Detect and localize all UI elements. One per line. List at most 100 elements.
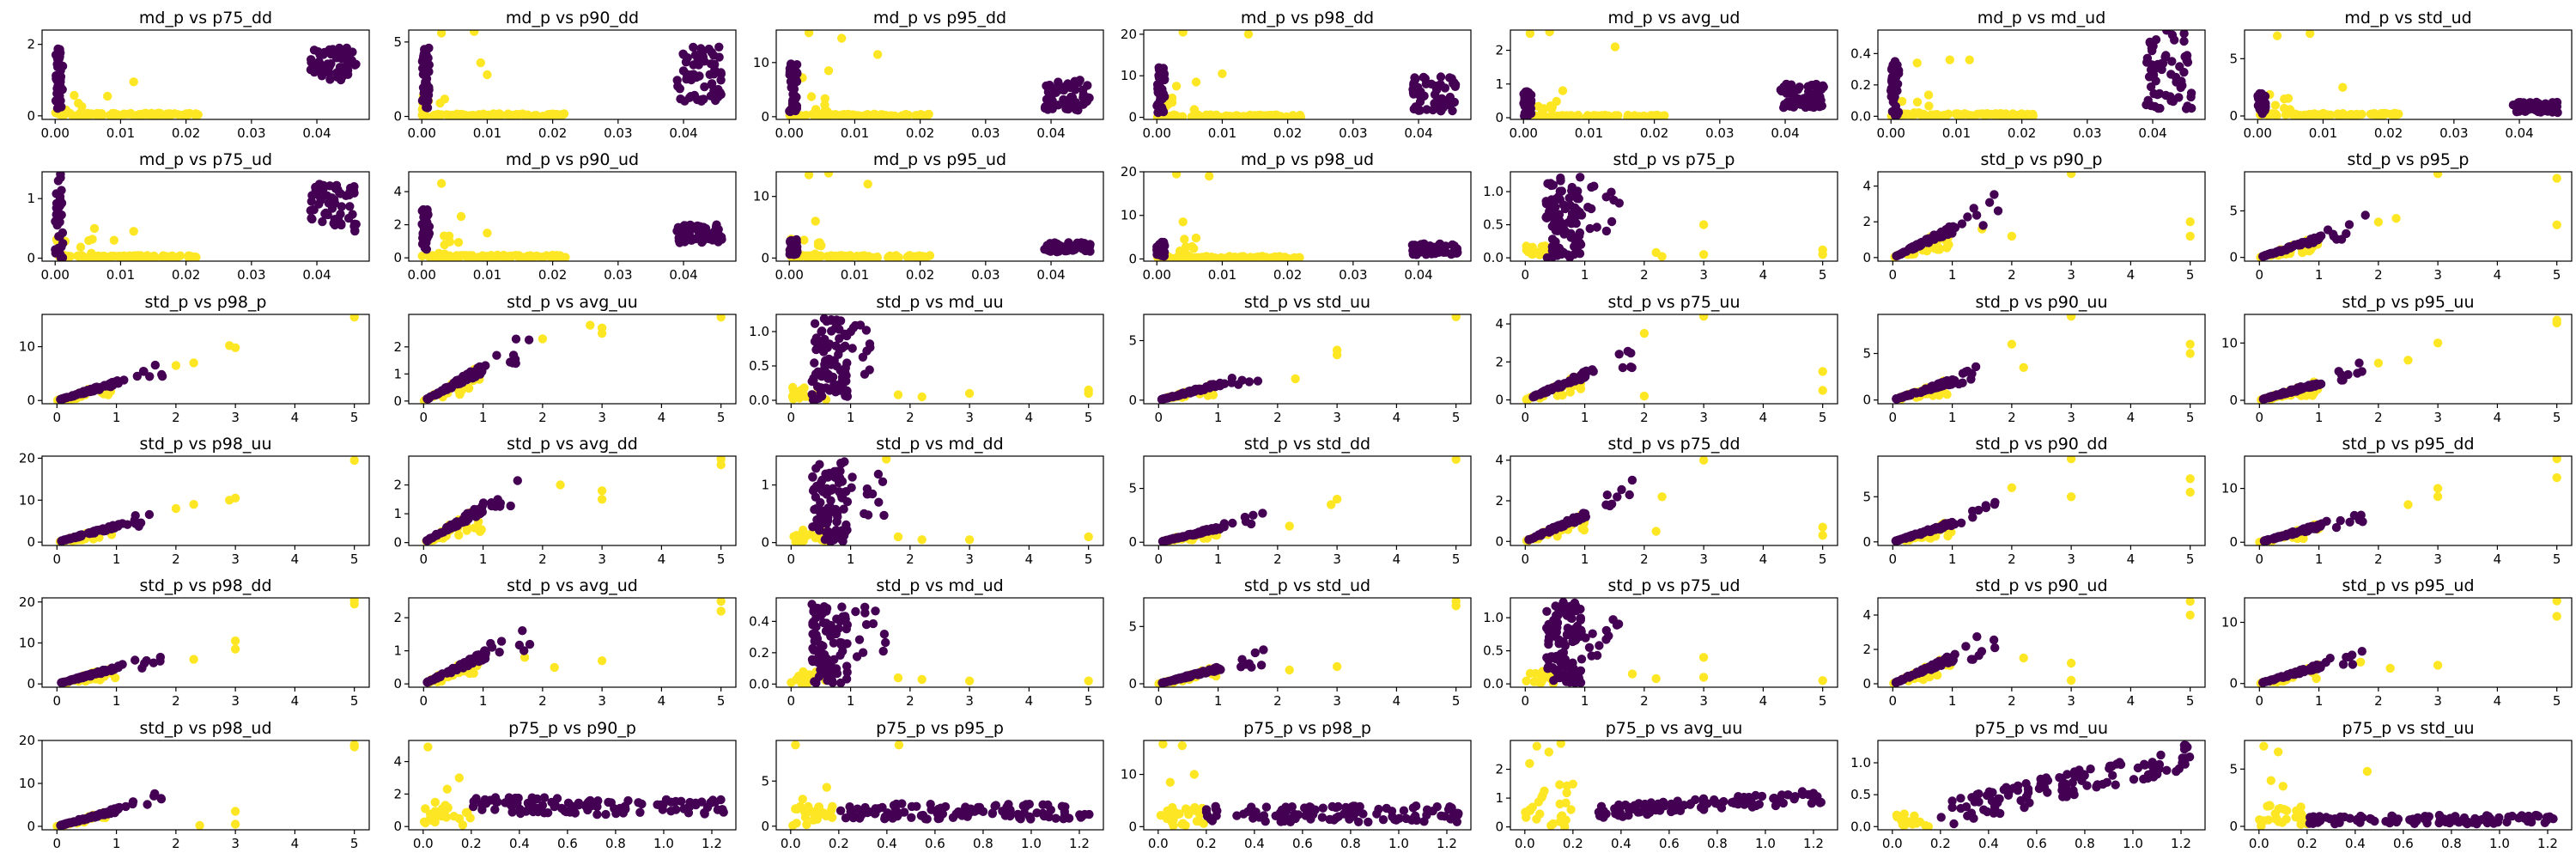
- y-tick-label: 0: [393, 109, 402, 125]
- scatter-panel: std_p vs std_uu0 1 2 3 4 505: [1128, 293, 1472, 425]
- scatter-panel: std_p vs p95_p0 1 2 3 4 505: [2229, 150, 2573, 283]
- data-point: [1807, 80, 1818, 90]
- x-tick-label: 1: [2315, 267, 2324, 283]
- data-point: [2345, 517, 2354, 527]
- data-point: [1414, 106, 1424, 115]
- data-point: [832, 517, 841, 527]
- data-point: [1915, 239, 1925, 249]
- data-point: [422, 210, 433, 220]
- panel-title: std_p vs avg_dd: [507, 435, 638, 454]
- data-point: [1893, 60, 1902, 70]
- panel-title: md_p vs avg_ud: [1608, 9, 1741, 27]
- y-tick-label: 0: [27, 251, 35, 266]
- data-point: [1818, 250, 1827, 259]
- data-point: [838, 493, 848, 503]
- data-point: [317, 185, 327, 194]
- data-point: [1968, 513, 1978, 522]
- y-tick-label: 1: [393, 643, 402, 659]
- scatter-panel: std_p vs p90_uu0 1 2 3 4 505: [1862, 293, 2206, 425]
- plot-frame: [408, 455, 737, 546]
- data-point: [2360, 210, 2370, 220]
- data-point: [189, 655, 198, 664]
- data-point: [1241, 517, 1251, 527]
- data-point: [806, 92, 817, 101]
- data-point: [2170, 35, 2179, 45]
- panel-title: std_p vs p98_dd: [139, 576, 271, 595]
- data-point: [1045, 88, 1054, 99]
- x-tick-label: 0.00: [408, 125, 436, 141]
- x-tick-label: 0: [53, 410, 62, 425]
- x-tick-label: 4: [658, 693, 666, 709]
- data-point: [1558, 86, 1568, 95]
- data-point: [874, 497, 884, 507]
- data-point: [2433, 338, 2443, 348]
- data-point: [1982, 110, 1991, 119]
- data-point: [2028, 111, 2038, 119]
- x-tick-label: 3: [598, 693, 606, 709]
- x-tick-label: 3: [2067, 551, 2075, 567]
- data-point: [1547, 235, 1558, 244]
- data-point: [54, 232, 64, 241]
- data-point: [2318, 110, 2329, 119]
- y-tick-label: 0: [27, 676, 35, 691]
- y-tick-label: 2: [1862, 214, 1871, 229]
- y-tick-label: 0: [1862, 534, 1871, 550]
- data-point: [2271, 533, 2281, 543]
- data-point: [1206, 110, 1215, 119]
- data-point: [89, 223, 100, 234]
- data-point: [842, 358, 852, 368]
- data-point: [696, 96, 707, 107]
- data-point: [1922, 247, 1932, 256]
- data-point: [52, 74, 61, 83]
- x-tick-label: 0.01: [1575, 125, 1603, 141]
- data-point: [419, 88, 428, 98]
- data-point: [417, 239, 428, 249]
- x-tick-label: 0: [2256, 267, 2264, 283]
- y-tick-label: 20: [1121, 164, 1137, 180]
- data-point: [1171, 82, 1182, 91]
- data-point: [690, 90, 700, 101]
- data-point: [1575, 238, 1585, 248]
- data-point: [171, 503, 181, 514]
- y-tick-label: 0: [761, 250, 769, 265]
- x-tick-label: 4: [1025, 551, 1034, 567]
- data-point: [811, 344, 821, 355]
- data-point: [335, 63, 345, 72]
- data-point: [307, 214, 317, 224]
- data-point: [2391, 214, 2401, 223]
- x-tick-label: 3: [2433, 551, 2442, 567]
- y-tick-label: 0: [1862, 393, 1871, 408]
- data-point: [847, 483, 856, 492]
- x-tick-label: 1: [1214, 551, 1223, 567]
- x-tick-label: 0: [420, 693, 428, 709]
- data-point: [420, 97, 429, 107]
- points-group: [51, 172, 361, 261]
- plot-frame: [1143, 171, 1472, 262]
- data-point: [1422, 241, 1431, 251]
- data-point: [104, 381, 113, 391]
- y-tick-label: 10: [753, 189, 769, 204]
- x-tick-label: 0.01: [841, 267, 869, 283]
- data-point: [878, 477, 888, 486]
- x-tick-label: 4: [2494, 410, 2502, 425]
- data-point: [1524, 91, 1534, 101]
- y-tick-label: 1.0: [749, 324, 769, 339]
- x-tick-label: 5: [350, 551, 359, 567]
- data-point: [2303, 522, 2313, 532]
- x-tick-label: 1: [1948, 267, 1957, 283]
- data-point: [126, 110, 137, 119]
- data-point: [2185, 217, 2195, 227]
- data-point: [808, 251, 817, 260]
- x-tick-label: 0.04: [1036, 267, 1065, 283]
- y-tick-label: 2: [1495, 354, 1504, 369]
- data-point: [1978, 221, 1988, 230]
- data-point: [76, 242, 86, 252]
- data-point: [1189, 112, 1199, 119]
- x-tick-label: 0.04: [669, 125, 697, 141]
- x-tick-label: 0.02: [906, 125, 934, 141]
- data-point: [447, 668, 456, 678]
- data-point: [964, 676, 975, 685]
- data-point: [452, 517, 462, 527]
- data-point: [1227, 374, 1237, 383]
